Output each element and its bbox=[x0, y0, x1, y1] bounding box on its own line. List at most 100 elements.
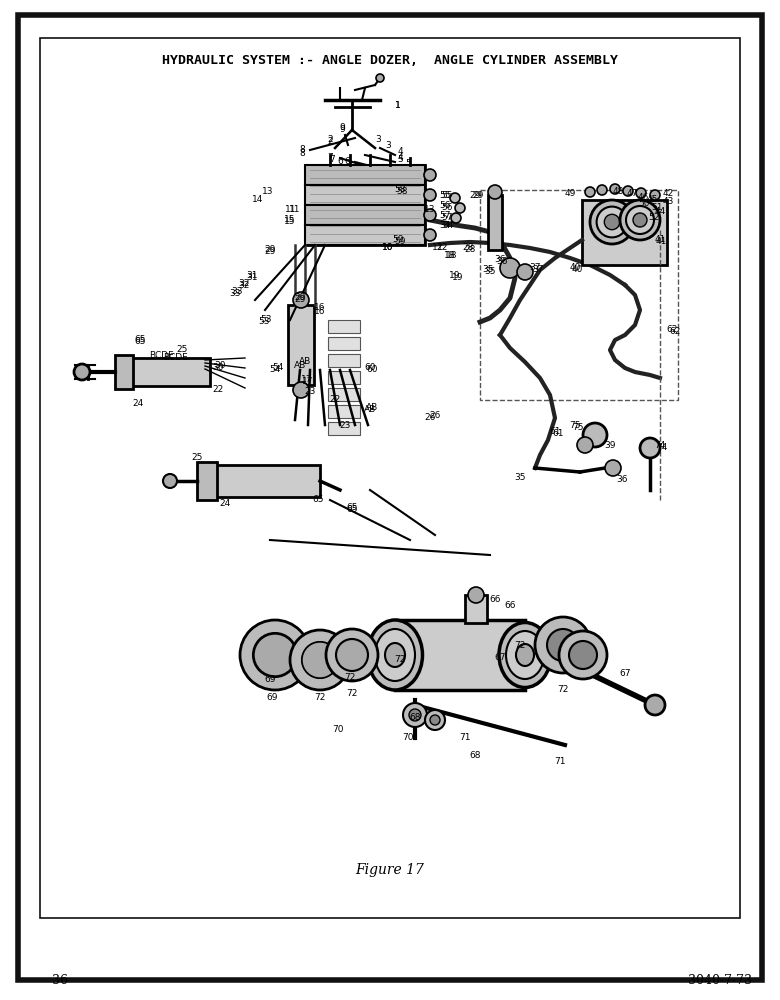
Text: 25: 25 bbox=[191, 452, 203, 462]
Text: 4: 4 bbox=[397, 147, 402, 156]
Text: 1: 1 bbox=[395, 101, 401, 109]
Text: 36: 36 bbox=[495, 255, 505, 264]
Text: 40: 40 bbox=[571, 265, 583, 274]
Text: 43: 43 bbox=[662, 198, 674, 207]
Text: 36: 36 bbox=[52, 974, 68, 986]
Text: 70: 70 bbox=[332, 726, 344, 734]
Text: 68: 68 bbox=[470, 750, 480, 760]
Circle shape bbox=[430, 715, 440, 725]
Text: 17: 17 bbox=[303, 377, 314, 386]
Bar bbox=[328, 388, 360, 401]
Text: 71: 71 bbox=[459, 734, 471, 742]
Text: 62: 62 bbox=[669, 328, 681, 336]
Circle shape bbox=[424, 209, 436, 221]
Text: 65: 65 bbox=[134, 338, 146, 347]
Text: 29: 29 bbox=[470, 190, 480, 200]
Circle shape bbox=[424, 189, 436, 201]
Bar bbox=[130, 358, 210, 386]
Bar bbox=[305, 165, 425, 185]
Bar bbox=[465, 595, 487, 623]
Bar bbox=[115, 355, 133, 389]
Ellipse shape bbox=[535, 617, 591, 673]
Text: 69: 69 bbox=[264, 676, 276, 684]
Ellipse shape bbox=[604, 214, 619, 230]
Ellipse shape bbox=[302, 642, 338, 678]
Circle shape bbox=[376, 74, 384, 82]
Text: 72: 72 bbox=[558, 686, 569, 694]
Text: 36: 36 bbox=[496, 257, 508, 266]
Text: 30: 30 bbox=[212, 362, 224, 371]
Text: 66: 66 bbox=[489, 595, 501, 604]
Text: 14: 14 bbox=[252, 196, 264, 205]
Text: 24: 24 bbox=[219, 498, 231, 508]
Text: 40: 40 bbox=[569, 263, 580, 272]
Text: 54: 54 bbox=[272, 363, 284, 372]
Text: 37: 37 bbox=[530, 263, 541, 272]
Circle shape bbox=[500, 258, 520, 278]
Bar bbox=[215, 465, 320, 497]
Text: 52: 52 bbox=[648, 213, 660, 222]
Text: 33: 33 bbox=[229, 288, 241, 298]
Text: 33: 33 bbox=[231, 288, 243, 296]
Text: BCDE: BCDE bbox=[162, 354, 187, 362]
Text: HYDRAULIC SYSTEM :- ANGLE DOZER,  ANGLE CYLINDER ASSEMBLY: HYDRAULIC SYSTEM :- ANGLE DOZER, ANGLE C… bbox=[162, 53, 618, 66]
Text: 29: 29 bbox=[264, 247, 275, 256]
Text: 65: 65 bbox=[312, 495, 324, 504]
Text: 34: 34 bbox=[442, 221, 454, 230]
Text: 34: 34 bbox=[439, 221, 451, 230]
Circle shape bbox=[623, 186, 633, 196]
Circle shape bbox=[403, 703, 427, 727]
Bar bbox=[328, 422, 360, 435]
Ellipse shape bbox=[506, 631, 544, 679]
Circle shape bbox=[455, 203, 465, 213]
Text: 3040-7-73: 3040-7-73 bbox=[688, 974, 752, 986]
Ellipse shape bbox=[253, 633, 297, 677]
Circle shape bbox=[450, 193, 460, 203]
Text: 23: 23 bbox=[304, 387, 316, 396]
Text: 16: 16 bbox=[314, 308, 326, 316]
Circle shape bbox=[610, 184, 620, 194]
Bar bbox=[328, 320, 360, 333]
Text: 48: 48 bbox=[612, 188, 624, 196]
Text: 7: 7 bbox=[329, 155, 335, 164]
Text: 72: 72 bbox=[395, 656, 406, 664]
Text: 7: 7 bbox=[327, 152, 333, 161]
Text: 49: 49 bbox=[564, 188, 576, 198]
Text: 65: 65 bbox=[346, 506, 358, 514]
Text: 61: 61 bbox=[552, 430, 564, 438]
Text: 22: 22 bbox=[212, 385, 224, 394]
Text: 11: 11 bbox=[289, 206, 301, 215]
Text: 55: 55 bbox=[441, 190, 452, 200]
Text: 66: 66 bbox=[504, 600, 516, 609]
Text: 29: 29 bbox=[473, 190, 484, 200]
Text: 8: 8 bbox=[299, 148, 305, 157]
Text: 67: 67 bbox=[619, 668, 631, 678]
Text: 26: 26 bbox=[424, 414, 436, 422]
Circle shape bbox=[74, 364, 90, 380]
Text: 22: 22 bbox=[329, 395, 341, 404]
Text: 35: 35 bbox=[484, 267, 496, 276]
Text: 45: 45 bbox=[647, 196, 658, 205]
Text: 50: 50 bbox=[638, 200, 650, 209]
Text: AB: AB bbox=[364, 406, 376, 414]
Bar bbox=[305, 225, 425, 245]
Circle shape bbox=[517, 264, 533, 280]
Circle shape bbox=[468, 587, 484, 603]
Text: 5: 5 bbox=[397, 155, 403, 164]
Text: 46: 46 bbox=[637, 192, 649, 202]
Ellipse shape bbox=[626, 206, 654, 234]
Text: 6: 6 bbox=[344, 157, 350, 166]
Text: AB: AB bbox=[366, 403, 378, 412]
Text: 71: 71 bbox=[555, 758, 565, 766]
Text: 36: 36 bbox=[616, 476, 628, 485]
Text: 2: 2 bbox=[327, 137, 333, 146]
Ellipse shape bbox=[547, 629, 579, 661]
Text: 19: 19 bbox=[452, 273, 464, 282]
Text: 6: 6 bbox=[337, 157, 343, 166]
Bar bbox=[328, 405, 360, 418]
Text: 60: 60 bbox=[364, 363, 376, 372]
Text: 54: 54 bbox=[269, 365, 281, 374]
Text: 25: 25 bbox=[176, 346, 188, 355]
Bar bbox=[305, 205, 425, 225]
Circle shape bbox=[163, 474, 177, 488]
